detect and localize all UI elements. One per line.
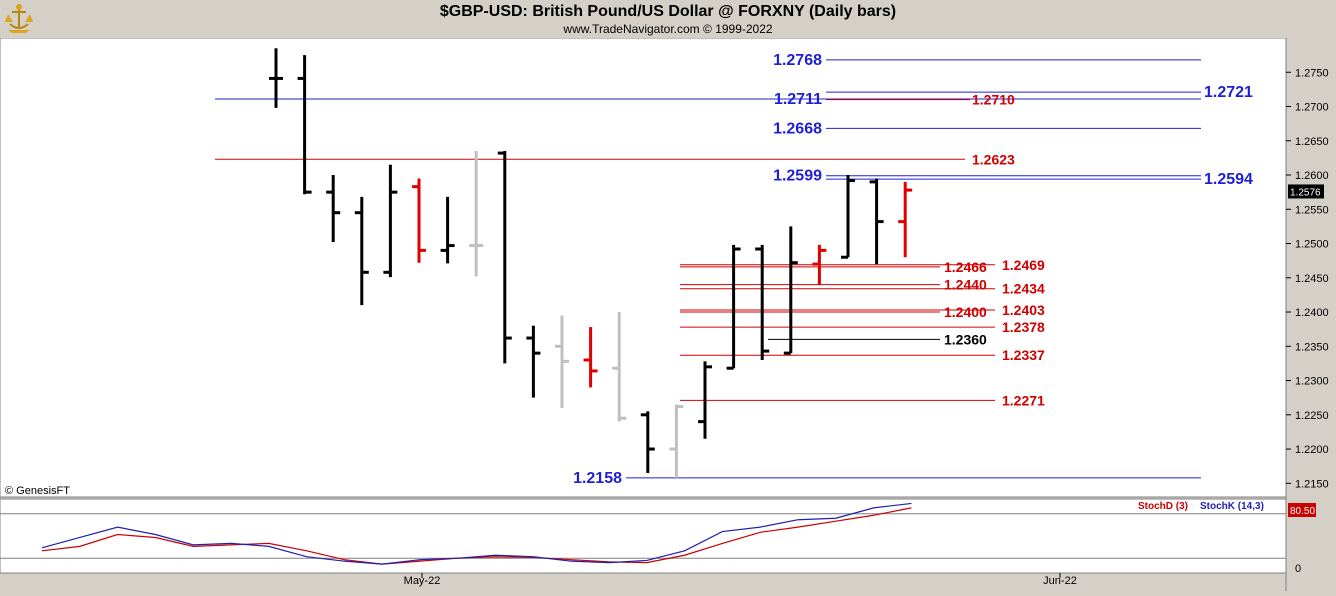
plot-area: 1.2768 1.2721 1.2711 1.2710 1.2668 1.2623 1.25… xyxy=(0,37,1336,591)
ohlc-bar[interactable] xyxy=(698,361,712,439)
level-label: 1.2721 xyxy=(1204,84,1253,101)
trade-navigator-logo-icon xyxy=(4,2,34,34)
ohlc-bar[interactable] xyxy=(269,48,283,108)
ohlc-bar[interactable] xyxy=(841,175,855,259)
level-label: 1.2466 xyxy=(944,259,987,275)
level-label: 1.2668 xyxy=(773,120,822,137)
level-label: 1.2337 xyxy=(1002,347,1045,363)
ohlc-bar[interactable] xyxy=(354,196,369,306)
ohlc-bar[interactable] xyxy=(497,151,512,364)
legend-stochd: StochD (3) xyxy=(1138,501,1188,512)
stochastic-panel xyxy=(0,498,1287,574)
ohlc-bar[interactable] xyxy=(412,178,426,263)
level-label: 1.2599 xyxy=(773,168,822,185)
level-label: 1.2271 xyxy=(1002,392,1045,408)
ohlc-bar[interactable] xyxy=(440,196,455,264)
price-panel xyxy=(0,37,1287,498)
ohlc-bar[interactable] xyxy=(726,244,741,370)
y-tick-label: 1.2700 xyxy=(1295,102,1329,114)
y-tick-label: 1.2450 xyxy=(1295,273,1329,285)
level-label: 1.2360 xyxy=(944,331,987,347)
ohlc-bar[interactable] xyxy=(812,244,827,285)
y-tick-label: 1.2350 xyxy=(1295,341,1329,353)
ohlc-bar[interactable] xyxy=(783,226,798,355)
stoch-y-tick-label: 0 xyxy=(1295,563,1301,575)
level-label: 1.2158 xyxy=(573,470,622,487)
y-tick-label: 1.2550 xyxy=(1295,204,1329,216)
y-tick-label: 1.2600 xyxy=(1295,170,1329,182)
ohlc-bar[interactable] xyxy=(583,327,598,388)
ohlc-bar[interactable] xyxy=(297,55,312,195)
y-tick-label: 1.2150 xyxy=(1295,478,1329,490)
chart-header: $GBP-USD: British Pound/US Dollar @ FORX… xyxy=(0,0,1336,38)
level-label: 1.2469 xyxy=(1002,257,1045,273)
last-price-label: 1.2576 xyxy=(1290,187,1321,198)
level-label: 1.2710 xyxy=(972,92,1015,108)
y-tick-label: 1.2750 xyxy=(1295,67,1329,79)
last-price-box xyxy=(1288,184,1324,199)
ohlc-bar[interactable] xyxy=(755,244,770,360)
x-tick-label: Jun-22 xyxy=(1043,575,1077,587)
y-tick-label: 1.2200 xyxy=(1295,444,1329,456)
ohlc-bar[interactable] xyxy=(326,175,341,243)
level-label: 1.2711 xyxy=(774,91,822,108)
ohlc-bar[interactable] xyxy=(869,178,884,265)
chart-title: $GBP-USD: British Pound/US Dollar @ FORX… xyxy=(439,3,897,20)
ohlc-bar[interactable] xyxy=(669,404,684,478)
chart-subtitle: www.TradeNavigator.com © 1999-2022 xyxy=(563,22,773,36)
price-chart[interactable]: 1.2768 1.2721 1.2711 1.2710 1.2668 1.2623 1.25… xyxy=(0,37,1336,591)
level-label: 1.2623 xyxy=(972,151,1015,167)
ohlc-bar[interactable] xyxy=(469,151,484,277)
level-label: 1.2400 xyxy=(944,304,987,320)
level-label: 1.2403 xyxy=(1002,302,1045,318)
copyright-label: © GenesisFT xyxy=(5,485,70,497)
ohlc-bar[interactable] xyxy=(383,164,398,278)
ohlc-bar[interactable] xyxy=(612,312,627,422)
y-tick-label: 1.2650 xyxy=(1295,136,1329,148)
stoch-series-line xyxy=(41,507,912,565)
level-label: 1.2434 xyxy=(1002,281,1045,297)
ohlc-bar[interactable] xyxy=(898,181,913,258)
stoch-last-value-box xyxy=(1288,503,1316,517)
ohlc-bar[interactable] xyxy=(526,325,541,398)
level-label: 1.2378 xyxy=(1002,319,1045,335)
level-label: 1.2768 xyxy=(773,52,822,69)
y-tick-label: 1.2250 xyxy=(1295,410,1329,422)
stoch-last-value-label: 80.50 xyxy=(1290,506,1315,517)
x-tick-label: May-22 xyxy=(404,575,441,587)
ohlc-bar[interactable] xyxy=(555,315,569,408)
stoch-series-line xyxy=(41,502,912,565)
level-label: 1.2440 xyxy=(944,277,987,293)
y-tick-label: 1.2400 xyxy=(1295,307,1329,319)
y-tick-label: 1.2300 xyxy=(1295,376,1329,388)
level-label: 1.2594 xyxy=(1204,171,1253,188)
legend-stochk: StochK (14,3) xyxy=(1200,501,1264,512)
ohlc-bar[interactable] xyxy=(640,411,655,474)
y-tick-label: 1.2500 xyxy=(1295,239,1329,251)
